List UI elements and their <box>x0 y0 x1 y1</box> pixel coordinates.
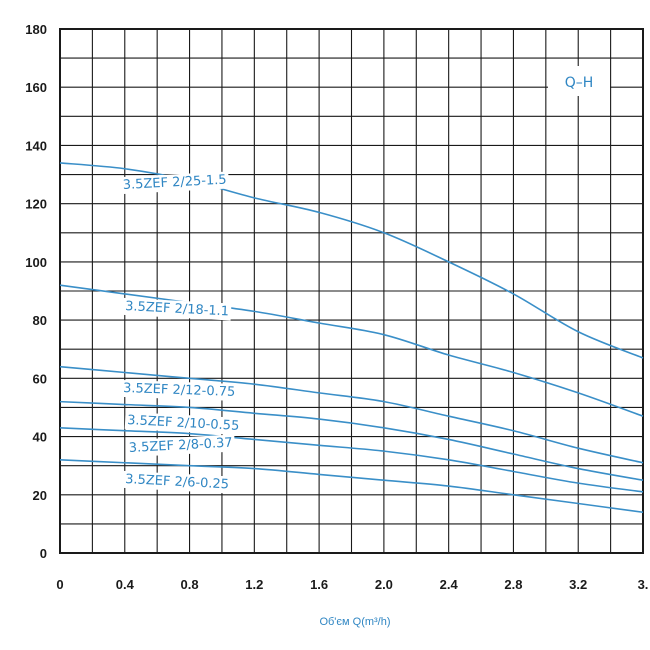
y-tick-label: 140 <box>25 138 47 153</box>
series-label-group: 3.5ZEF 2/18-1.1 <box>122 297 232 321</box>
curve-labels: 3.5ZEF 2/25-1.5 3.5ZEF 2/18-1.1 3.5ZEF 2/1… <box>120 171 242 494</box>
y-tick-labels: 0 20 40 60 80 100 120 140 160 180 <box>25 22 47 561</box>
plot-frame <box>59 28 644 554</box>
series-label-background <box>120 379 238 401</box>
series-line <box>59 365 644 464</box>
x-tick-label: 2.0 <box>375 577 393 592</box>
series-label: 3.5ZEF 2/8-0.37 <box>128 436 233 456</box>
x-tick-label: 1.6 <box>310 577 328 592</box>
y-tick-label: 180 <box>25 22 47 37</box>
series-label-background <box>126 434 236 458</box>
series-label-background <box>120 171 230 195</box>
series-label: 3.5ZEF 2/10-0.55 <box>127 413 240 434</box>
y-tick-label: 0 <box>40 546 47 561</box>
y-tick-label: 20 <box>33 488 47 503</box>
series-label-group: 3.5ZEF 2/8-0.37 <box>126 434 236 458</box>
y-tick-label: 80 <box>33 313 47 328</box>
x-axis-label: Об'єм Q(m³/h) <box>319 616 390 628</box>
series-line <box>59 459 644 514</box>
y-tick-label: 60 <box>33 371 47 386</box>
series-label: 3.5ZEF 2/6-0.25 <box>125 472 230 492</box>
x-tick-label: 0.8 <box>181 577 199 592</box>
series-label-group: 3.5ZEF 2/25-1.5 <box>120 171 230 195</box>
y-tick-label: 40 <box>33 430 47 445</box>
series-line <box>59 427 644 493</box>
x-tick-label: 3.2 <box>569 577 587 592</box>
y-tick-label: 160 <box>25 80 47 95</box>
series-label-background <box>122 297 232 321</box>
series-label-group: 3.5ZEF 2/6-0.25 <box>122 470 232 494</box>
grid <box>59 28 644 554</box>
x-tick-label: 3. <box>638 577 649 592</box>
series-label-group: 3.5ZEF 2/10-0.55 <box>124 411 242 435</box>
series-label: 3.5ZEF 2/18-1.1 <box>125 299 230 319</box>
series-label: 3.5ZEF 2/12-0.75 <box>123 381 236 400</box>
x-tick-label: 2.8 <box>504 577 522 592</box>
qh-badge-box <box>548 66 610 96</box>
series-line <box>59 284 644 417</box>
series-line <box>59 162 644 359</box>
x-tick-label: 0.4 <box>116 577 135 592</box>
series-label: 3.5ZEF 2/25-1.5 <box>122 173 227 193</box>
x-tick-label: 0 <box>56 577 63 592</box>
series-line <box>59 400 644 482</box>
y-tick-label: 100 <box>25 255 47 270</box>
qh-badge-text: Q–H <box>565 75 594 91</box>
curves <box>59 162 644 514</box>
series-label-background <box>124 411 242 435</box>
x-tick-label: 1.2 <box>245 577 263 592</box>
series-label-background <box>122 470 232 494</box>
x-tick-label: 2.4 <box>440 577 459 592</box>
x-tick-labels: 0 0.4 0.8 1.2 1.6 2.0 2.4 2.8 3.2 3. <box>56 577 648 592</box>
series-label-group: 3.5ZEF 2/12-0.75 <box>120 379 238 401</box>
qh-badge: Q–H <box>548 66 610 96</box>
y-tick-label: 120 <box>25 197 47 212</box>
